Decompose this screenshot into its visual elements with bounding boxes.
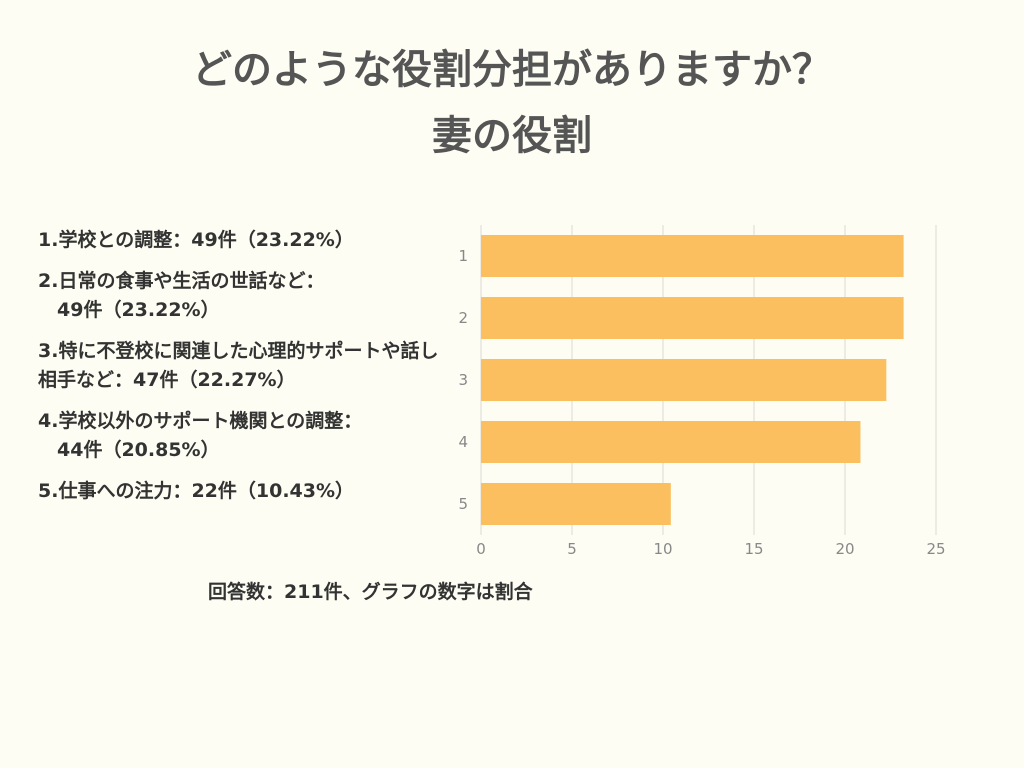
x-tick-label-0: 0 xyxy=(476,540,486,558)
x-tick-label-25: 25 xyxy=(926,540,945,558)
legend: 1.学校との調整：49件（23.22%） 2.日常の食事や生活の世話など： 49… xyxy=(38,226,448,518)
y-tick-label-2: 2 xyxy=(458,309,468,327)
chart-subtitle: 妻の役割 xyxy=(432,113,592,159)
legend-item-3: 3.特に不登校に関連した心理的サポートや話し相手など：47件（22.27%） xyxy=(38,340,439,391)
x-tick-label-20: 20 xyxy=(835,540,854,558)
bar-5 xyxy=(481,483,671,525)
y-tick-label-3: 3 xyxy=(458,371,468,389)
x-tick-label-5: 5 xyxy=(567,540,577,558)
legend-item-1: 1.学校との調整：49件（23.22%） xyxy=(38,229,354,251)
x-tick-label-15: 15 xyxy=(744,540,763,558)
footnote: 回答数：211件、グラフの数字は割合 xyxy=(208,581,533,603)
bar-4 xyxy=(481,421,861,463)
y-tick-label-1: 1 xyxy=(458,247,468,265)
legend-item-2: 2.日常の食事や生活の世話など： 49件（23.22%） xyxy=(38,270,325,321)
bar-3 xyxy=(481,359,887,401)
legend-item-5: 5.仕事への注力：22件（10.43%） xyxy=(38,480,355,502)
bar-1 xyxy=(481,235,904,277)
y-tick-label-5: 5 xyxy=(458,495,468,513)
bar-chart: 1 2 3 4 5 0 5 10 15 20 25 xyxy=(458,225,946,558)
bar-2 xyxy=(481,297,904,339)
x-tick-label-10: 10 xyxy=(653,540,672,558)
legend-item-4: 4.学校以外のサポート機関との調整： 44件（20.85%） xyxy=(38,410,363,461)
y-tick-label-4: 4 xyxy=(458,433,468,451)
chart-title: どのような役割分担がありますか？ xyxy=(192,47,832,93)
